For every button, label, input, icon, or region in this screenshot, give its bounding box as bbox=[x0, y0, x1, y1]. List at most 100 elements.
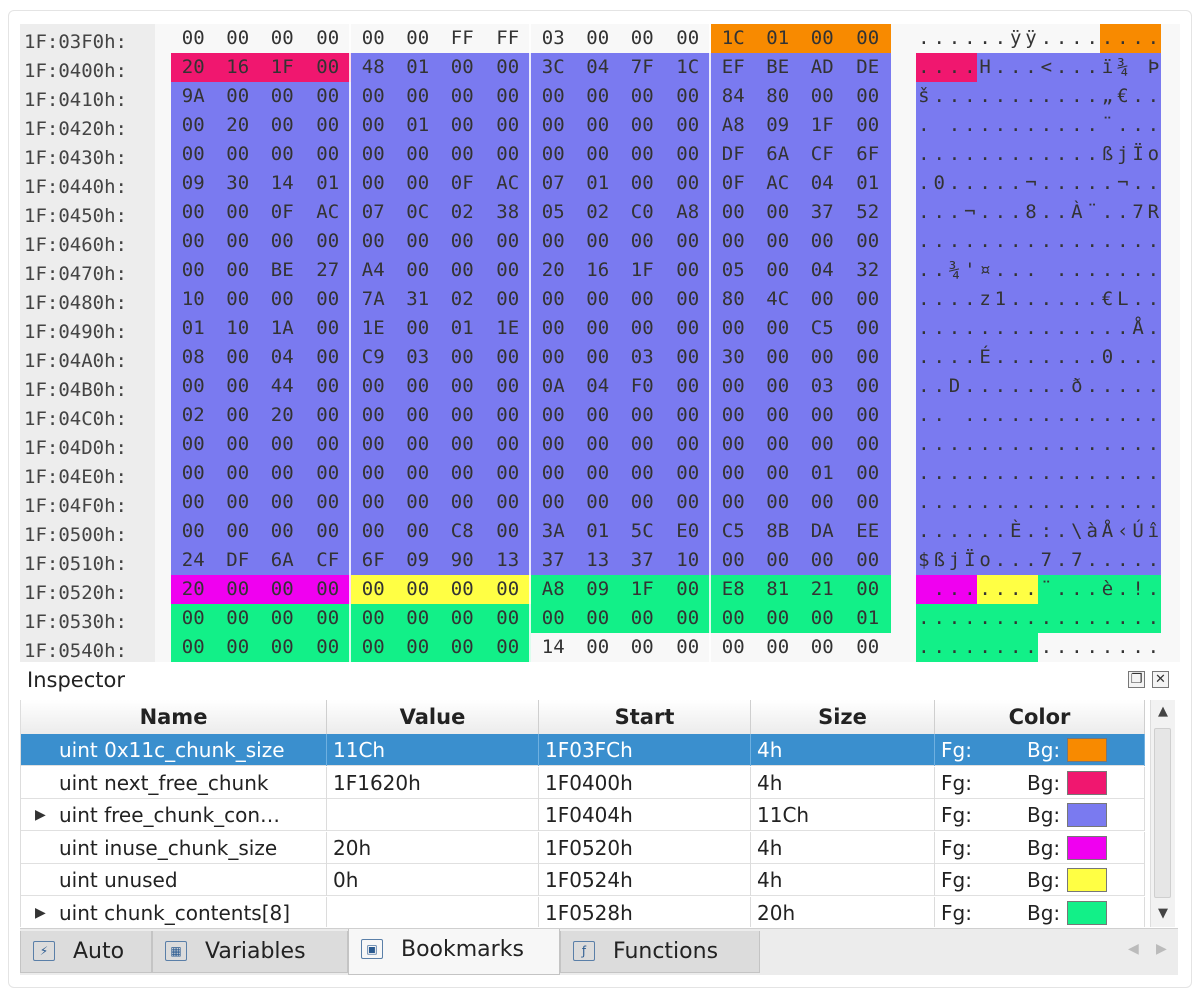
text-char[interactable]: À bbox=[1069, 198, 1085, 227]
text-char[interactable]: . bbox=[1023, 401, 1039, 430]
hex-byte[interactable]: 00 bbox=[215, 430, 260, 459]
hex-byte[interactable]: 01 bbox=[575, 517, 620, 546]
text-char[interactable]: . bbox=[1007, 82, 1024, 111]
text-char[interactable]: . bbox=[916, 256, 932, 285]
text-char[interactable]: ' bbox=[961, 256, 978, 285]
text-char[interactable]: . bbox=[1145, 227, 1162, 256]
text-char[interactable]: . bbox=[961, 401, 978, 430]
text-char[interactable]: . bbox=[931, 53, 948, 82]
hex-byte[interactable]: 01 bbox=[304, 169, 351, 198]
hex-byte[interactable]: 00 bbox=[440, 256, 485, 285]
text-char[interactable]: . bbox=[1053, 53, 1070, 82]
text-char[interactable]: . bbox=[916, 633, 932, 662]
text-char[interactable]: ÿ bbox=[1007, 24, 1024, 53]
hex-byte[interactable]: 00 bbox=[800, 82, 845, 111]
hex-byte[interactable]: 00 bbox=[484, 111, 531, 140]
hex-byte[interactable]: C5 bbox=[800, 314, 845, 343]
hex-byte[interactable]: 13 bbox=[575, 546, 620, 575]
hex-byte[interactable]: 00 bbox=[531, 82, 576, 111]
hex-byte[interactable]: 00 bbox=[844, 82, 891, 111]
hex-byte[interactable]: 02 bbox=[440, 285, 485, 314]
hex-byte[interactable]: FF bbox=[440, 24, 485, 53]
hex-byte[interactable]: 21 bbox=[800, 575, 845, 604]
hex-byte[interactable]: 00 bbox=[171, 517, 216, 546]
text-char[interactable]: . bbox=[1130, 604, 1146, 633]
hex-byte[interactable]: 00 bbox=[620, 604, 665, 633]
column-header-size[interactable]: Size bbox=[751, 700, 935, 734]
text-char[interactable]: Å bbox=[1099, 517, 1116, 546]
text-char[interactable]: . bbox=[916, 343, 932, 372]
text-char[interactable]: o bbox=[977, 546, 993, 575]
hex-byte[interactable]: 00 bbox=[260, 575, 305, 604]
hex-byte[interactable]: 37 bbox=[531, 546, 576, 575]
hex-byte[interactable]: 00 bbox=[531, 343, 576, 372]
text-char[interactable]: . bbox=[961, 169, 978, 198]
text-char[interactable]: . bbox=[1084, 24, 1101, 53]
hex-byte[interactable]: 00 bbox=[395, 314, 440, 343]
text-char[interactable]: . bbox=[1114, 198, 1131, 227]
text-char[interactable]: . bbox=[977, 198, 993, 227]
text-char[interactable]: . bbox=[961, 604, 978, 633]
text-char[interactable]: . bbox=[1084, 604, 1101, 633]
hex-byte[interactable]: 00 bbox=[395, 256, 440, 285]
color-swatch[interactable] bbox=[1067, 835, 1107, 860]
text-char[interactable]: . bbox=[992, 604, 1009, 633]
hex-byte[interactable]: 00 bbox=[664, 314, 711, 343]
hex-byte[interactable]: 00 bbox=[351, 430, 396, 459]
text-char[interactable]: . bbox=[1038, 140, 1055, 169]
text-char[interactable]: . bbox=[916, 140, 932, 169]
text-char[interactable]: . bbox=[946, 604, 963, 633]
text-char[interactable]: ï bbox=[1099, 53, 1116, 82]
text-char[interactable]: . bbox=[1145, 430, 1162, 459]
text-char[interactable]: . bbox=[1130, 24, 1146, 53]
text-char[interactable]: z bbox=[977, 285, 993, 314]
text-char[interactable]: . bbox=[977, 227, 993, 256]
text-char[interactable]: . bbox=[1053, 24, 1070, 53]
hex-byte[interactable]: 00 bbox=[260, 140, 305, 169]
hex-byte[interactable]: 10 bbox=[215, 314, 260, 343]
hex-byte[interactable]: 00 bbox=[395, 140, 440, 169]
hex-byte[interactable]: 00 bbox=[440, 227, 485, 256]
text-char[interactable]: . bbox=[1130, 430, 1146, 459]
hex-byte[interactable]: 00 bbox=[755, 633, 800, 662]
text-char[interactable]: . bbox=[977, 401, 993, 430]
text-char[interactable]: . bbox=[1023, 140, 1039, 169]
text-char[interactable]: . bbox=[931, 343, 948, 372]
hex-byte[interactable]: 14 bbox=[260, 169, 305, 198]
text-char[interactable]: . bbox=[1023, 430, 1039, 459]
hex-byte[interactable]: BE bbox=[260, 256, 305, 285]
hex-byte[interactable]: 00 bbox=[711, 198, 756, 227]
text-char[interactable]: ! bbox=[1130, 575, 1146, 604]
text-char[interactable]: . bbox=[1038, 198, 1055, 227]
hex-byte[interactable]: 0F bbox=[260, 198, 305, 227]
text-char[interactable]: . bbox=[992, 546, 1009, 575]
text-char[interactable]: . bbox=[916, 372, 932, 401]
hex-byte[interactable]: 00 bbox=[215, 82, 260, 111]
inspector-table[interactable]: Name Value Start Size Color uint 0x11c_c… bbox=[20, 700, 1145, 927]
hex-byte[interactable]: 00 bbox=[575, 111, 620, 140]
column-header-start[interactable]: Start bbox=[539, 700, 751, 734]
text-char[interactable]: ¬ bbox=[961, 198, 978, 227]
hex-byte[interactable]: A8 bbox=[711, 111, 756, 140]
hex-byte[interactable]: 00 bbox=[844, 285, 891, 314]
text-char[interactable]: . bbox=[977, 111, 993, 140]
text-char[interactable]: . bbox=[977, 140, 993, 169]
text-char[interactable]: . bbox=[961, 53, 978, 82]
hex-byte[interactable]: 02 bbox=[575, 198, 620, 227]
hex-byte[interactable]: 00 bbox=[575, 459, 620, 488]
text-char[interactable]: . bbox=[961, 82, 978, 111]
color-swatch[interactable] bbox=[1067, 770, 1107, 795]
text-char[interactable]: . bbox=[1038, 227, 1055, 256]
text-char[interactable]: . bbox=[1007, 604, 1024, 633]
text-char[interactable]: . bbox=[1007, 111, 1024, 140]
hex-byte[interactable]: 00 bbox=[484, 53, 531, 82]
text-char[interactable]: . bbox=[977, 24, 993, 53]
text-char[interactable]: 8 bbox=[1023, 198, 1039, 227]
text-char[interactable]: . bbox=[1023, 604, 1039, 633]
text-char[interactable]: . bbox=[1114, 459, 1131, 488]
hex-byte[interactable]: 1C bbox=[711, 24, 756, 53]
hex-byte[interactable]: 00 bbox=[575, 82, 620, 111]
text-char[interactable]: Å bbox=[1130, 314, 1146, 343]
hex-byte[interactable]: 00 bbox=[664, 430, 711, 459]
color-swatch[interactable] bbox=[1067, 738, 1107, 762]
